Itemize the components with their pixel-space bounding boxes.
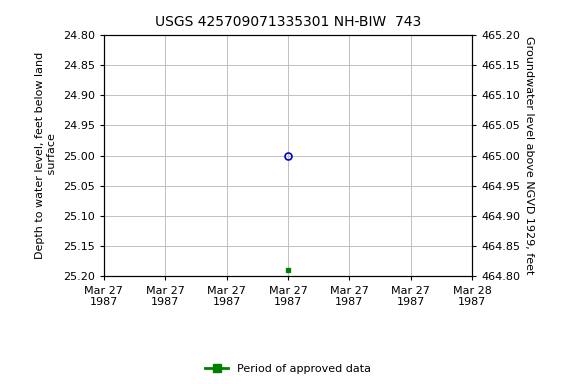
Y-axis label: Depth to water level, feet below land
 surface: Depth to water level, feet below land su…	[36, 52, 57, 259]
Y-axis label: Groundwater level above NGVD 1929, feet: Groundwater level above NGVD 1929, feet	[524, 36, 534, 275]
Title: USGS 425709071335301 NH-BIW  743: USGS 425709071335301 NH-BIW 743	[155, 15, 421, 29]
Legend: Period of approved data: Period of approved data	[201, 359, 375, 379]
